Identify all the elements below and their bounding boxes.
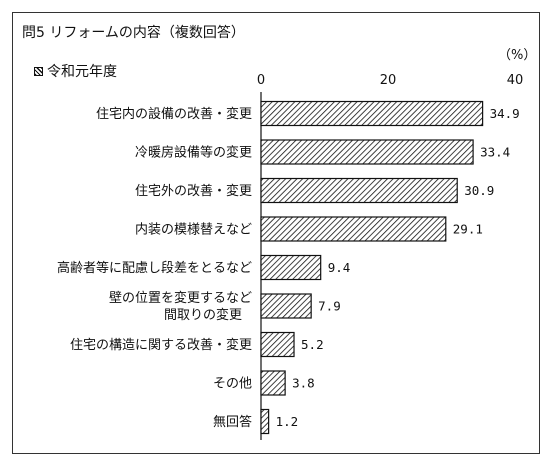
legend: 令和元年度 [34, 61, 117, 81]
bar [260, 370, 286, 396]
bar [260, 331, 295, 358]
category-label: 高齢者等に配慮し段差をとるなど [57, 260, 252, 276]
data-label: 33.4 [480, 145, 510, 160]
bar [260, 408, 270, 435]
legend-swatch [34, 66, 43, 76]
bars-layer [260, 100, 484, 435]
category-label: 住宅内の設備の改善・変更 [96, 106, 252, 122]
category-label: 住宅外の改善・変更 [135, 183, 252, 199]
bar [260, 254, 322, 281]
bar [260, 177, 458, 204]
category-label: 内装の模様替えなど [135, 222, 252, 238]
category-label: その他 [213, 377, 252, 392]
data-label: 29.1 [453, 222, 483, 237]
legend-label: 令和元年度 [47, 64, 117, 80]
data-label: 5.2 [301, 337, 324, 352]
data-label: 30.9 [464, 183, 494, 198]
data-label: 34.9 [490, 106, 520, 121]
category-label: 壁の位置を変更するなど [109, 290, 252, 306]
data-label: 3.8 [292, 376, 315, 391]
category-label: 冷暖房設備等の変更 [135, 145, 252, 161]
bar [260, 293, 312, 319]
category-label: 住宅の構造に関する改善・変更 [70, 337, 252, 353]
data-label: 1.2 [276, 414, 299, 429]
x-tick-label: 0 [257, 73, 265, 88]
labels-layer: 34.9 住宅内の設備の改善・変更 33.4 冷暖房設備等の変更 30.9 住宅外の改善・… [57, 106, 520, 430]
x-tick-label: 40 [507, 73, 524, 88]
category-label: 無回答 [213, 414, 252, 430]
data-label: 9.4 [328, 260, 351, 275]
bar [260, 216, 447, 242]
category-label: 間取りの変更 [164, 307, 242, 323]
bar [260, 100, 484, 127]
data-label: 7.9 [318, 299, 341, 314]
chart-title: 問5 リフォームの内容（複数回答） [22, 25, 245, 41]
x-tick-label: 20 [380, 73, 397, 88]
bar [260, 139, 474, 165]
unit-label: （%） [498, 48, 537, 63]
